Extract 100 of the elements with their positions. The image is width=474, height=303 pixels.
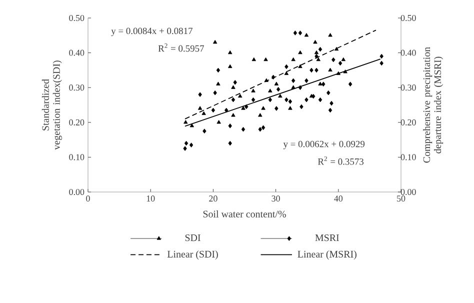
point <box>276 86 280 92</box>
point <box>241 106 246 110</box>
point <box>288 99 292 104</box>
point <box>284 64 288 70</box>
point <box>233 80 237 85</box>
point <box>238 94 242 98</box>
point <box>300 104 304 110</box>
annotation: R$^{2}$ = 0.3573 <box>318 156 364 165</box>
point <box>338 60 342 66</box>
annotation: R$^{2}$ = 0.5957 <box>158 43 204 52</box>
point <box>298 85 302 90</box>
x-tick-label: 20 <box>209 196 218 202</box>
point <box>298 64 302 68</box>
point <box>184 120 188 124</box>
point <box>314 54 318 59</box>
point <box>231 85 236 89</box>
y2-tick-label: 0.20 <box>400 119 416 126</box>
point <box>313 40 318 44</box>
point <box>251 88 256 92</box>
point <box>291 57 296 62</box>
point <box>274 82 279 86</box>
y2-tick-label: 0.30 <box>400 84 416 91</box>
y2-tick-label: 0.00 <box>400 188 416 196</box>
point <box>264 78 269 82</box>
point <box>271 74 276 80</box>
point <box>380 60 384 66</box>
point <box>304 97 308 102</box>
point <box>198 106 202 110</box>
point <box>318 46 322 52</box>
x-tick-label: 10 <box>146 196 155 202</box>
point <box>211 108 216 113</box>
point <box>304 33 309 37</box>
annotation: y = 0.0084x + 0.0817 <box>111 28 193 36</box>
point <box>264 57 268 62</box>
y-tick-label: 0.40 <box>69 50 84 56</box>
point <box>274 106 278 111</box>
point <box>288 106 292 110</box>
point <box>328 68 332 72</box>
point <box>343 70 348 74</box>
point <box>284 71 289 75</box>
point <box>326 90 330 96</box>
point <box>212 40 218 44</box>
point <box>216 82 220 86</box>
x-axis-title: Soil water content/% <box>203 210 286 218</box>
point <box>216 68 220 73</box>
point <box>314 68 318 73</box>
x-tick-label: 30 <box>272 196 280 202</box>
point <box>278 94 282 98</box>
x-tick-label: 40 <box>334 196 343 202</box>
point <box>310 68 314 73</box>
point <box>251 97 256 102</box>
point <box>183 146 187 151</box>
point <box>291 78 296 84</box>
point <box>228 50 232 54</box>
point <box>224 108 228 113</box>
point <box>318 97 322 102</box>
point <box>244 104 248 110</box>
y-axis-title: Standardized vegetation index(SDI) <box>42 60 62 150</box>
point <box>316 57 320 62</box>
point <box>336 71 340 75</box>
point <box>314 50 319 54</box>
point <box>328 33 332 37</box>
point <box>318 82 322 86</box>
point <box>268 97 272 102</box>
point <box>202 111 206 115</box>
point <box>228 123 232 128</box>
point <box>231 113 236 117</box>
point <box>380 54 384 59</box>
point <box>213 90 217 96</box>
x-tick-label: 0 <box>86 196 90 202</box>
point <box>189 142 194 148</box>
point <box>268 88 272 92</box>
point <box>198 92 202 97</box>
y-tick-label: 0.20 <box>69 119 84 126</box>
point <box>298 30 302 36</box>
y-tick-label: 0.00 <box>69 188 84 196</box>
point <box>312 94 316 99</box>
legend-label: Linear (SDI) <box>167 250 218 260</box>
point <box>304 78 308 84</box>
point <box>241 126 246 132</box>
point <box>330 100 334 106</box>
point <box>293 30 298 36</box>
point <box>252 57 256 62</box>
legend-label: MSRI <box>315 234 339 242</box>
legend-label: Linear (MSRI) <box>298 250 356 260</box>
point <box>202 128 206 134</box>
point <box>298 50 302 54</box>
x-tick-label: 50 <box>397 196 406 202</box>
legend-label: SDI <box>185 234 200 242</box>
y2-tick-label: 0.50 <box>400 14 416 22</box>
point <box>261 125 266 130</box>
point <box>258 113 262 117</box>
point <box>258 126 262 132</box>
point <box>341 57 346 62</box>
annotation: y = 0.0062x + 0.0929 <box>283 140 365 150</box>
point <box>228 140 232 146</box>
y-tick-label: 0.10 <box>69 154 84 160</box>
point <box>328 108 332 113</box>
point <box>261 106 266 110</box>
point <box>231 97 236 102</box>
